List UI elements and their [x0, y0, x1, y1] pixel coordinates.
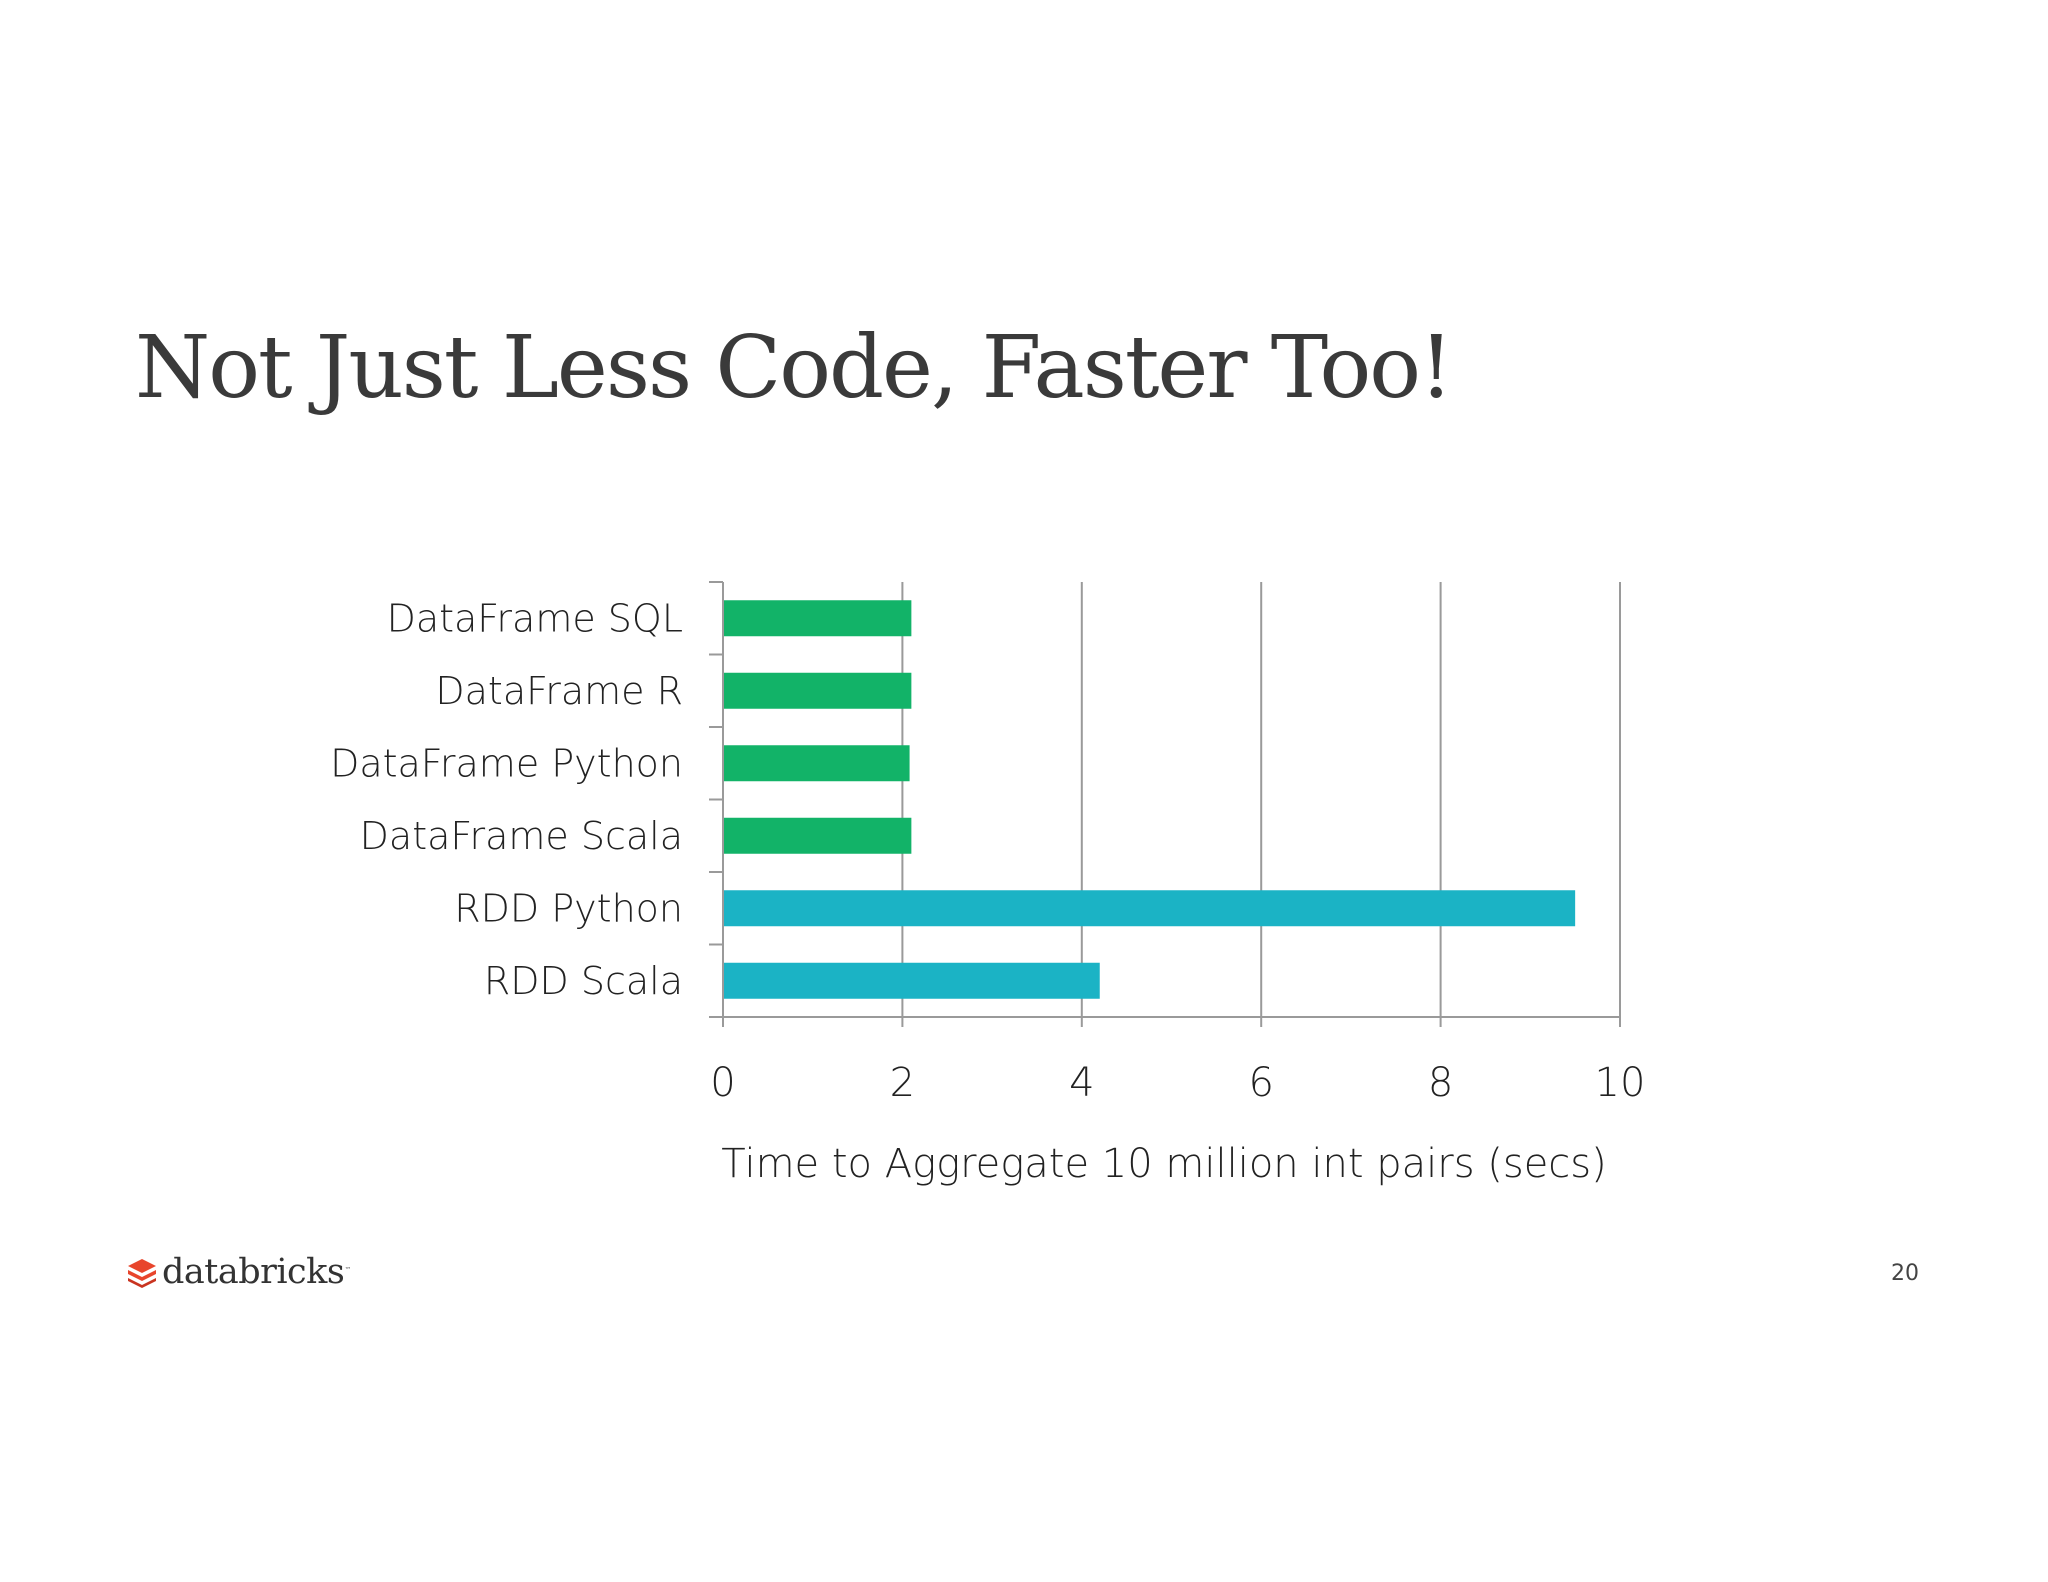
brand-trademark: ™	[344, 1266, 352, 1274]
bar	[723, 817, 912, 854]
x-tick-label: 4	[1069, 1060, 1094, 1106]
bar	[723, 745, 910, 782]
x-tick-label: 0	[710, 1060, 735, 1106]
brand-logo: databricks ™	[126, 1252, 351, 1292]
x-tick-label: 6	[1248, 1060, 1273, 1106]
category-label: DataFrame R	[435, 669, 683, 713]
category-labels: DataFrame SQL DataFrame R DataFrame Python…	[330, 596, 683, 1003]
databricks-stack-icon	[128, 1259, 156, 1288]
bar	[723, 962, 1100, 999]
x-axis-title: Time to Aggregate 10 million int pairs (…	[721, 1141, 1607, 1187]
category-label: DataFrame Python	[330, 741, 683, 785]
bars	[723, 600, 1576, 999]
x-tick-label: 2	[890, 1060, 915, 1106]
page-number: 20	[1891, 1261, 1919, 1286]
category-label: RDD Python	[454, 886, 683, 930]
category-label: RDD Scala	[484, 959, 683, 1003]
grid-lines	[901, 582, 1621, 1017]
bar	[723, 600, 912, 637]
x-tick-label: 8	[1428, 1060, 1453, 1106]
category-label: DataFrame Scala	[360, 814, 683, 858]
bar	[723, 672, 912, 709]
axes	[709, 581, 1621, 1027]
category-label: DataFrame SQL	[387, 596, 683, 640]
x-tick-label: 10	[1595, 1060, 1646, 1106]
x-tick-labels: 0 2 4 6 8 10	[710, 1060, 1645, 1106]
brand-name: databricks	[162, 1252, 345, 1292]
slide-title: Not Just Less Code, Faster Too!	[135, 318, 1454, 418]
bar	[723, 890, 1576, 927]
